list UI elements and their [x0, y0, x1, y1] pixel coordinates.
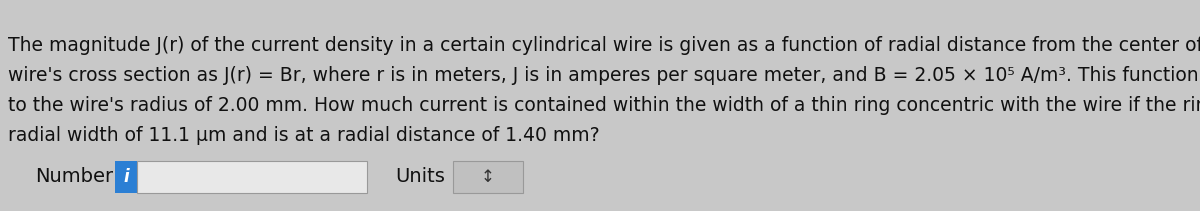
- Text: Units: Units: [395, 168, 445, 187]
- Bar: [137, 161, 367, 193]
- Text: to the wire's radius of 2.00 mm. How much current is contained within the width : to the wire's radius of 2.00 mm. How muc…: [8, 96, 1200, 115]
- Bar: [454, 161, 523, 193]
- Text: radial width of 11.1 μm and is at a radial distance of 1.40 mm?: radial width of 11.1 μm and is at a radi…: [8, 126, 600, 145]
- Text: i: i: [124, 168, 128, 186]
- Text: Number: Number: [35, 168, 113, 187]
- Text: wire's cross section as J(r) = Br, where r is in meters, J is in amperes per squ: wire's cross section as J(r) = Br, where…: [8, 66, 1200, 85]
- Text: ↕: ↕: [481, 168, 494, 186]
- Text: The magnitude J(r) of the current density in a certain cylindrical wire is given: The magnitude J(r) of the current densit…: [8, 36, 1200, 55]
- Bar: [115, 161, 137, 193]
